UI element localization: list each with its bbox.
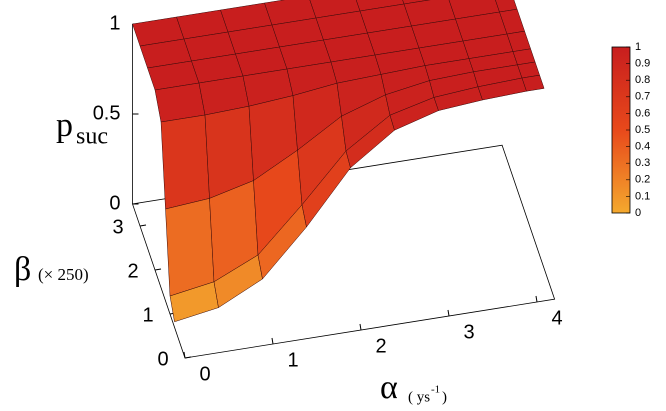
y-tick-label: 1 (142, 304, 153, 326)
surface-patch (165, 198, 215, 297)
x-label-close: ) (442, 389, 447, 405)
x-tick (535, 295, 538, 303)
y-tick-label: 0 (157, 348, 168, 370)
y-tick-label: 2 (127, 260, 138, 282)
z-axis-label: p suc (56, 107, 108, 150)
y-label-symbol: β (14, 251, 31, 288)
z-tick-label: 0.5 (93, 102, 121, 124)
x-tick (183, 351, 186, 359)
x-tick-label: 4 (551, 307, 562, 329)
x-label-symbol: α (380, 369, 398, 406)
colorbar-tick-label: 0.5 (635, 124, 650, 136)
colorbar-tick-label: 0.3 (635, 157, 650, 169)
x-tick-label: 1 (287, 349, 298, 371)
colorbar-tick-label: 0.6 (635, 107, 650, 119)
colorbar-tick-label: 0.4 (635, 141, 650, 153)
z-tick-label: 0 (109, 192, 120, 214)
z-tick-label: 1 (109, 12, 120, 34)
colorbar-tick-label: 0.1 (635, 190, 650, 202)
floor (131, 144, 556, 359)
z-label-sub: suc (76, 124, 108, 150)
colorbar-tick-label: 0 (635, 207, 641, 219)
x-tick (271, 337, 274, 345)
y-tick-label: 3 (112, 216, 123, 238)
colorbar-tick-label: 0.7 (635, 91, 650, 103)
y-tick (184, 356, 192, 359)
x-label-unit: ( ys (408, 389, 430, 405)
colorbar-tick-label: 0.9 (635, 58, 650, 70)
z-label-symbol: p (56, 107, 73, 144)
surface-patch (521, 74, 545, 92)
y-label-unit: (× 250) (38, 265, 89, 284)
x-tick-label: 0 (199, 363, 210, 385)
x-tick-label: 2 (375, 335, 386, 357)
colorbar-tick-label: 0.8 (635, 74, 650, 86)
y-axis-label: β (× 250) (14, 251, 89, 288)
y-tick (139, 224, 147, 227)
surface-patch (160, 114, 210, 210)
colorbar-tick-label: 0.2 (635, 174, 650, 186)
x-tick (359, 323, 362, 331)
x-tick (447, 309, 450, 317)
x-tick-label: 3 (463, 321, 474, 343)
x-axis-label: α ( ys -1 ) (380, 369, 447, 406)
surface (132, 0, 545, 323)
x-label-unit-sup: -1 (431, 384, 440, 396)
colorbar-tick-label: 1 (635, 41, 641, 53)
y-tick (154, 268, 162, 271)
